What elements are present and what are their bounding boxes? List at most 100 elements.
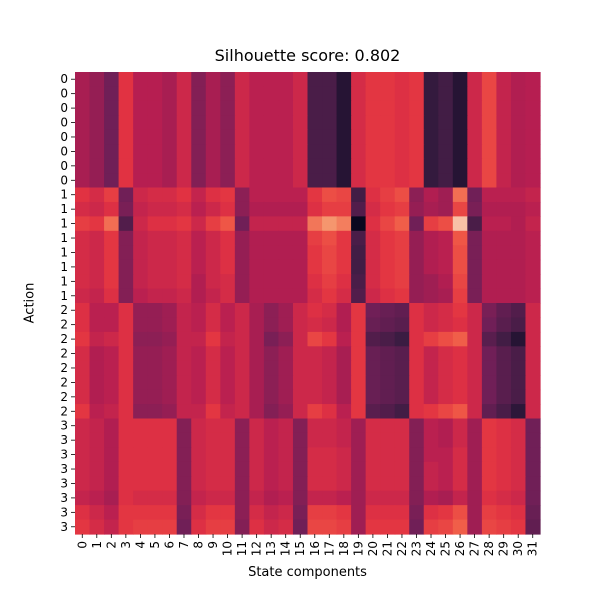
heatmap-cell	[263, 461, 280, 477]
heatmap-cell	[481, 331, 498, 347]
heatmap-cell	[481, 245, 498, 261]
y-tick-label: 3	[60, 433, 68, 447]
heatmap-cell	[89, 360, 105, 376]
heatmap-cell	[380, 173, 396, 189]
heatmap-cell	[118, 519, 134, 535]
heatmap-cell	[322, 461, 338, 477]
x-tick-label: 0	[75, 541, 89, 549]
heatmap-cell	[147, 230, 163, 246]
heatmap-cell	[510, 288, 527, 304]
heatmap-cell	[176, 331, 192, 347]
heatmap-cell	[423, 404, 439, 420]
heatmap-cell	[278, 259, 294, 275]
heatmap-cell	[278, 331, 294, 347]
heatmap-cell	[191, 331, 207, 347]
heatmap-cell	[423, 360, 439, 376]
heatmap-cell	[351, 375, 367, 391]
heatmap-cell	[263, 519, 280, 535]
y-tick-label: 0	[60, 87, 68, 101]
heatmap-cell	[75, 303, 91, 319]
heatmap-cell	[220, 245, 236, 261]
heatmap-cell	[220, 288, 236, 304]
heatmap-cell	[89, 404, 105, 420]
heatmap-cell	[249, 144, 265, 160]
heatmap-cell	[292, 490, 309, 506]
heatmap-cell	[467, 360, 483, 376]
heatmap-cell	[351, 288, 367, 304]
heatmap-cell	[75, 144, 91, 160]
heatmap-cell	[510, 404, 527, 420]
heatmap-cell	[438, 476, 454, 492]
heatmap-cell	[278, 230, 294, 246]
heatmap-cell	[263, 173, 280, 189]
heatmap-cell	[496, 129, 512, 145]
heatmap-cell	[104, 187, 120, 203]
heatmap-cell	[176, 245, 192, 261]
heatmap-cell	[205, 461, 221, 477]
heatmap-cell	[394, 317, 410, 333]
heatmap-cell	[409, 404, 425, 420]
heatmap-cell	[147, 274, 163, 290]
heatmap-cell	[133, 72, 149, 88]
heatmap-cell	[147, 216, 163, 232]
heatmap-cell	[147, 317, 163, 333]
heatmap-cell	[220, 216, 236, 232]
heatmap-cell	[365, 418, 381, 434]
heatmap-cell	[104, 519, 120, 535]
heatmap-cell	[438, 389, 454, 405]
heatmap-cell	[380, 201, 396, 217]
heatmap-cell	[423, 230, 439, 246]
heatmap-cell	[118, 115, 134, 131]
heatmap-cell	[104, 375, 120, 391]
heatmap-cell	[481, 404, 498, 420]
heatmap-cell	[205, 230, 221, 246]
heatmap-cell	[205, 331, 221, 347]
heatmap-cell	[525, 519, 541, 535]
heatmap-cell	[496, 274, 512, 290]
heatmap-cell	[438, 230, 454, 246]
heatmap-cell	[351, 461, 367, 477]
heatmap-cell	[176, 404, 192, 420]
heatmap-cell	[481, 274, 498, 290]
heatmap-cell	[467, 447, 483, 463]
heatmap-cell	[118, 72, 134, 88]
heatmap-cell	[118, 129, 134, 145]
heatmap-cell	[176, 201, 192, 217]
heatmap-cell	[176, 274, 192, 290]
heatmap-cell	[162, 360, 178, 376]
y-axis-label: Action	[22, 282, 38, 324]
heatmap-cell	[438, 245, 454, 261]
heatmap-cell	[89, 519, 105, 535]
heatmap-cell	[133, 375, 149, 391]
heatmap-cell	[380, 230, 396, 246]
heatmap-cell	[118, 158, 134, 174]
heatmap-cell	[322, 274, 338, 290]
heatmap-cell	[118, 447, 134, 463]
heatmap-cell	[351, 476, 367, 492]
heatmap-cell	[278, 201, 294, 217]
heatmap-cell	[307, 447, 323, 463]
heatmap-cell	[278, 86, 294, 102]
heatmap-cell	[409, 158, 425, 174]
heatmap-cell	[147, 375, 163, 391]
heatmap-cell	[307, 476, 323, 492]
heatmap-cell	[525, 187, 541, 203]
heatmap-cell	[263, 476, 280, 492]
heatmap-cell	[205, 100, 221, 116]
heatmap-cell	[234, 129, 250, 145]
heatmap-cell	[104, 461, 120, 477]
heatmap-cell	[205, 317, 221, 333]
heatmap-cell	[292, 216, 309, 232]
heatmap-cell	[234, 86, 250, 102]
heatmap-cell	[481, 259, 498, 275]
heatmap-cell	[162, 259, 178, 275]
heatmap-cell	[104, 129, 120, 145]
heatmap-cell	[394, 173, 410, 189]
y-tick-label: 0	[60, 130, 68, 144]
heatmap-cell	[423, 447, 439, 463]
heatmap-cell	[147, 476, 163, 492]
heatmap-cell	[205, 245, 221, 261]
heatmap-cell	[89, 418, 105, 434]
heatmap-cell	[467, 461, 483, 477]
heatmap-cell	[162, 447, 178, 463]
